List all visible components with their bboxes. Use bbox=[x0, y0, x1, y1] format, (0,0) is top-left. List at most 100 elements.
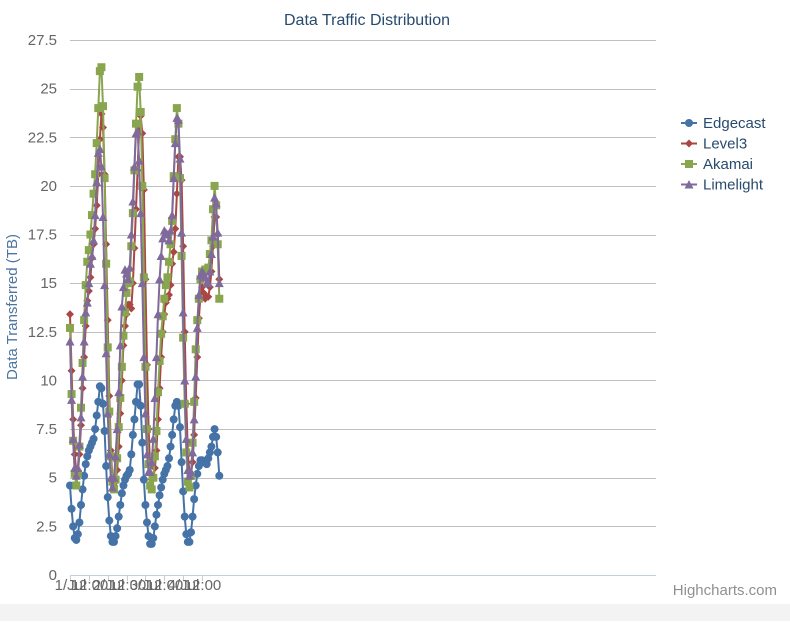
data-point-level3[interactable] bbox=[66, 310, 74, 319]
data-point-limelight[interactable] bbox=[175, 154, 185, 163]
data-point-limelight[interactable] bbox=[92, 177, 102, 187]
data-point-akamai[interactable] bbox=[92, 139, 101, 148]
data-point-edgecast[interactable] bbox=[89, 434, 98, 443]
legend-item-edgecast[interactable]: Edgecast bbox=[681, 115, 766, 132]
data-point-akamai[interactable] bbox=[149, 473, 158, 482]
data-point-limelight[interactable] bbox=[211, 198, 221, 208]
data-point-limelight[interactable] bbox=[156, 251, 166, 260]
data-point-limelight[interactable] bbox=[170, 138, 180, 148]
data-point-limelight[interactable] bbox=[140, 409, 150, 418]
data-point-limelight[interactable] bbox=[115, 340, 125, 350]
data-point-limelight[interactable] bbox=[137, 278, 147, 288]
data-point-edgecast[interactable] bbox=[116, 500, 125, 509]
data-point-level3[interactable] bbox=[172, 189, 181, 198]
data-point-akamai[interactable] bbox=[135, 72, 144, 81]
data-point-akamai[interactable] bbox=[83, 257, 92, 266]
data-point-limelight[interactable] bbox=[126, 230, 136, 239]
data-point-limelight[interactable] bbox=[153, 309, 163, 319]
data-point-limelight[interactable] bbox=[129, 161, 139, 171]
series-line-limelight[interactable] bbox=[69, 116, 221, 489]
data-point-limelight[interactable] bbox=[191, 372, 201, 381]
data-point-akamai[interactable] bbox=[215, 294, 224, 303]
data-point-limelight[interactable] bbox=[73, 463, 83, 473]
data-point-edgecast[interactable] bbox=[155, 491, 164, 500]
data-point-limelight[interactable] bbox=[147, 457, 157, 467]
data-point-akamai[interactable] bbox=[150, 452, 159, 461]
data-point-limelight[interactable] bbox=[158, 233, 168, 243]
data-point-akamai[interactable] bbox=[152, 427, 161, 436]
data-point-akamai[interactable] bbox=[86, 230, 95, 239]
data-point-limelight[interactable] bbox=[87, 251, 97, 260]
data-point-akamai[interactable] bbox=[88, 211, 97, 220]
data-point-limelight[interactable] bbox=[76, 412, 86, 422]
data-point-akamai[interactable] bbox=[105, 407, 114, 416]
data-point-limelight[interactable] bbox=[186, 467, 196, 476]
data-point-limelight[interactable] bbox=[74, 440, 84, 449]
data-point-akamai[interactable] bbox=[80, 316, 89, 325]
data-point-edgecast[interactable] bbox=[117, 489, 126, 498]
data-point-limelight[interactable] bbox=[173, 115, 183, 124]
data-point-limelight[interactable] bbox=[71, 471, 81, 480]
data-point-limelight[interactable] bbox=[128, 196, 138, 206]
data-point-limelight[interactable] bbox=[125, 263, 135, 272]
data-point-limelight[interactable] bbox=[78, 372, 88, 381]
data-point-edgecast[interactable] bbox=[100, 427, 109, 436]
data-point-akamai[interactable] bbox=[119, 331, 128, 340]
data-point-limelight[interactable] bbox=[103, 409, 113, 418]
data-point-limelight[interactable] bbox=[192, 323, 202, 332]
data-point-akamai[interactable] bbox=[157, 329, 166, 338]
data-point-edgecast[interactable] bbox=[185, 537, 194, 546]
data-point-limelight[interactable] bbox=[166, 226, 176, 235]
data-point-edgecast[interactable] bbox=[113, 524, 122, 533]
data-point-akamai[interactable] bbox=[122, 288, 131, 297]
data-point-akamai[interactable] bbox=[160, 294, 169, 303]
data-point-level3[interactable] bbox=[154, 415, 163, 424]
data-point-limelight[interactable] bbox=[213, 228, 223, 237]
legend-item-limelight[interactable]: Limelight bbox=[681, 177, 764, 194]
data-point-edgecast[interactable] bbox=[139, 475, 148, 484]
data-point-edgecast[interactable] bbox=[176, 423, 185, 432]
data-point-akamai[interactable] bbox=[99, 102, 108, 111]
data-point-akamai[interactable] bbox=[147, 485, 156, 494]
data-point-limelight[interactable] bbox=[205, 267, 215, 276]
data-point-akamai[interactable] bbox=[163, 273, 172, 282]
data-point-limelight[interactable] bbox=[206, 249, 216, 259]
data-point-edgecast[interactable] bbox=[179, 487, 188, 496]
data-point-limelight[interactable] bbox=[79, 337, 89, 346]
data-point-akamai[interactable] bbox=[66, 323, 74, 332]
data-point-limelight[interactable] bbox=[136, 208, 146, 218]
data-point-edgecast[interactable] bbox=[152, 510, 161, 519]
data-point-edgecast[interactable] bbox=[127, 450, 136, 459]
data-point-limelight[interactable] bbox=[139, 352, 149, 362]
data-point-limelight[interactable] bbox=[178, 307, 188, 317]
data-point-edgecast[interactable] bbox=[75, 518, 84, 527]
data-point-limelight[interactable] bbox=[82, 298, 92, 307]
data-point-akamai[interactable] bbox=[116, 393, 125, 402]
data-point-akamai[interactable] bbox=[138, 181, 147, 190]
data-point-limelight[interactable] bbox=[145, 467, 155, 476]
data-point-akamai[interactable] bbox=[158, 312, 167, 321]
data-point-akamai[interactable] bbox=[161, 281, 170, 290]
data-point-limelight[interactable] bbox=[65, 337, 75, 346]
data-point-edgecast[interactable] bbox=[136, 401, 145, 410]
data-point-limelight[interactable] bbox=[95, 144, 105, 153]
data-point-akamai[interactable] bbox=[102, 259, 111, 268]
data-point-limelight[interactable] bbox=[203, 278, 213, 288]
data-point-akamai[interactable] bbox=[183, 477, 192, 486]
data-point-edgecast[interactable] bbox=[168, 430, 177, 439]
data-point-limelight[interactable] bbox=[167, 210, 177, 220]
data-point-limelight[interactable] bbox=[81, 307, 91, 317]
credits-link[interactable]: Highcharts.com bbox=[672, 582, 777, 599]
data-point-edgecast[interactable] bbox=[97, 384, 106, 393]
data-point-edgecast[interactable] bbox=[163, 462, 172, 471]
data-point-edgecast[interactable] bbox=[99, 399, 108, 408]
data-point-limelight[interactable] bbox=[90, 210, 100, 220]
data-point-edgecast[interactable] bbox=[177, 458, 186, 467]
data-point-level3[interactable] bbox=[127, 304, 136, 313]
data-point-akamai[interactable] bbox=[94, 104, 103, 113]
data-point-akamai[interactable] bbox=[204, 263, 213, 272]
data-point-edgecast[interactable] bbox=[102, 462, 111, 471]
data-point-limelight[interactable] bbox=[194, 290, 204, 299]
data-point-limelight[interactable] bbox=[210, 193, 220, 202]
data-point-edgecast[interactable] bbox=[191, 481, 200, 490]
